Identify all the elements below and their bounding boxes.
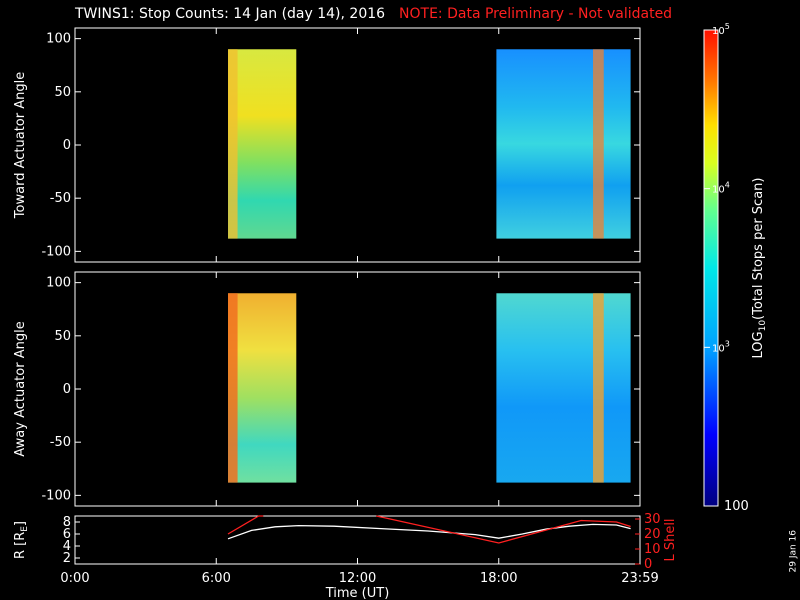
title-main: TWINS1: Stop Counts: 14 Jan (day 14), 20… xyxy=(75,6,386,22)
radius-tick-label: 2 xyxy=(63,551,71,566)
away-panel: -100 -50 0 50 100 Away Actuator Angle xyxy=(13,271,641,507)
radius-line xyxy=(227,523,631,540)
y-tick-label: -100 xyxy=(41,244,71,259)
heatmap-edge-band xyxy=(228,293,238,483)
title-note: NOTE: Data Preliminary - Not validated xyxy=(399,6,673,22)
lshell-tick-label: 30 xyxy=(644,512,661,527)
lshell-tick-label: 0 xyxy=(644,557,652,572)
radius-tick-label: 4 xyxy=(63,539,71,554)
radius-tick-label: 6 xyxy=(63,527,71,542)
heatmap-edge-band xyxy=(593,49,604,239)
y-tick-label: 0 xyxy=(63,138,71,153)
panel-frame xyxy=(74,515,641,565)
heatmap-window xyxy=(228,49,297,239)
time-xlabel: Time (UT) xyxy=(325,586,390,600)
y-tick-label: 50 xyxy=(54,329,71,344)
y-tick-label: -50 xyxy=(50,435,71,450)
toward-panel: -100 -50 0 50 100 Toward Actuator Angle xyxy=(13,27,641,263)
y-tick-label: -100 xyxy=(41,488,71,503)
away-ylabel: Away Actuator Angle xyxy=(13,321,28,456)
radius-tick-label: 8 xyxy=(63,515,71,530)
y-tick-label: 0 xyxy=(63,382,71,397)
colorbar: 103 104 105 100 LOG10(Total Stops per Scan) xyxy=(703,22,768,514)
toward-ylabel: Toward Actuator Angle xyxy=(13,72,28,219)
time-tick-label: 6:00 xyxy=(202,571,231,586)
y-tick-label: 100 xyxy=(46,276,71,291)
colorbar-ticks: 103 104 105 100 xyxy=(704,22,749,514)
chart-title: TWINS1: Stop Counts: 14 Jan (day 14), 20… xyxy=(75,6,672,22)
lshell-ylabel: L Shell xyxy=(663,518,678,561)
away-ticks: -100 -50 0 50 100 xyxy=(41,272,641,506)
lshell-tick-label: 20 xyxy=(644,527,661,542)
colorbar-min-label: 100 xyxy=(724,499,749,514)
time-tick-label: 0:00 xyxy=(60,571,89,586)
orbit-lines xyxy=(227,515,631,544)
colorbar-gradient xyxy=(703,29,719,507)
toward-ticks: -100 -50 0 50 100 xyxy=(41,28,641,262)
time-tick-label: 18:00 xyxy=(480,571,517,586)
heatmap-window xyxy=(496,49,631,239)
y-tick-label: 50 xyxy=(54,85,71,100)
time-tick-label: 23:59 xyxy=(621,571,658,586)
heatmap-edge-band xyxy=(593,293,604,483)
colorbar-label: LOG10(Total Stops per Scan) xyxy=(751,178,768,359)
generation-date: 29 Jan 16 xyxy=(788,530,798,573)
radius-ylabel: R [RE] xyxy=(13,521,30,559)
colorbar-tick-label: 105 xyxy=(712,22,730,37)
lshell-line xyxy=(227,515,264,535)
heatmap-window xyxy=(496,293,631,483)
y-tick-label: -50 xyxy=(50,191,71,206)
lshell-line xyxy=(376,515,631,544)
heatmap-edge-band xyxy=(228,49,238,239)
lshell-tick-label: 10 xyxy=(644,542,661,557)
colorbar-tick-label: 104 xyxy=(712,181,730,196)
colorbar-tick-label: 103 xyxy=(712,339,730,354)
time-tick-label: 12:00 xyxy=(339,571,376,586)
y-tick-label: 100 xyxy=(46,32,71,47)
heatmap-window xyxy=(228,293,297,483)
